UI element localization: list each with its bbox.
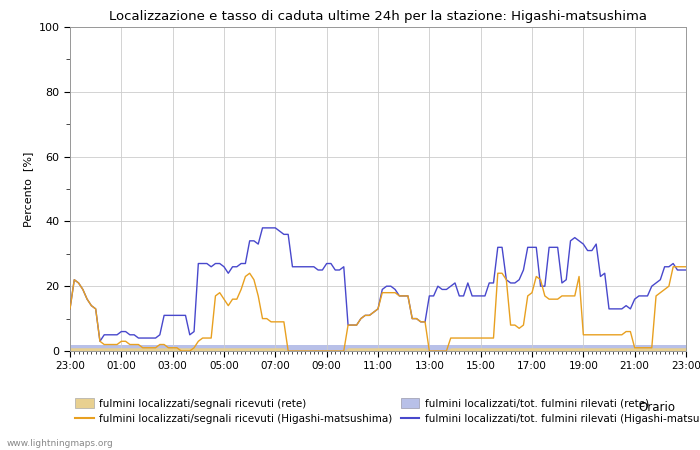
Title: Localizzazione e tasso di caduta ultime 24h per la stazione: Higashi-matsushima: Localizzazione e tasso di caduta ultime … xyxy=(109,10,647,23)
Legend: fulmini localizzati/segnali ricevuti (rete), fulmini localizzati/segnali ricevut: fulmini localizzati/segnali ricevuti (re… xyxy=(75,398,700,424)
Text: www.lightningmaps.org: www.lightningmaps.org xyxy=(7,439,113,448)
Text: Orario: Orario xyxy=(638,401,675,414)
Y-axis label: Percento  [%]: Percento [%] xyxy=(23,151,33,227)
